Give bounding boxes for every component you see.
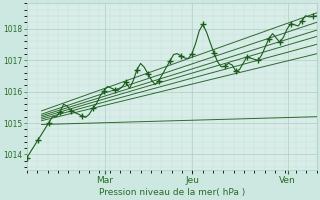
X-axis label: Pression niveau de la mer( hPa ): Pression niveau de la mer( hPa ) [99, 188, 245, 197]
